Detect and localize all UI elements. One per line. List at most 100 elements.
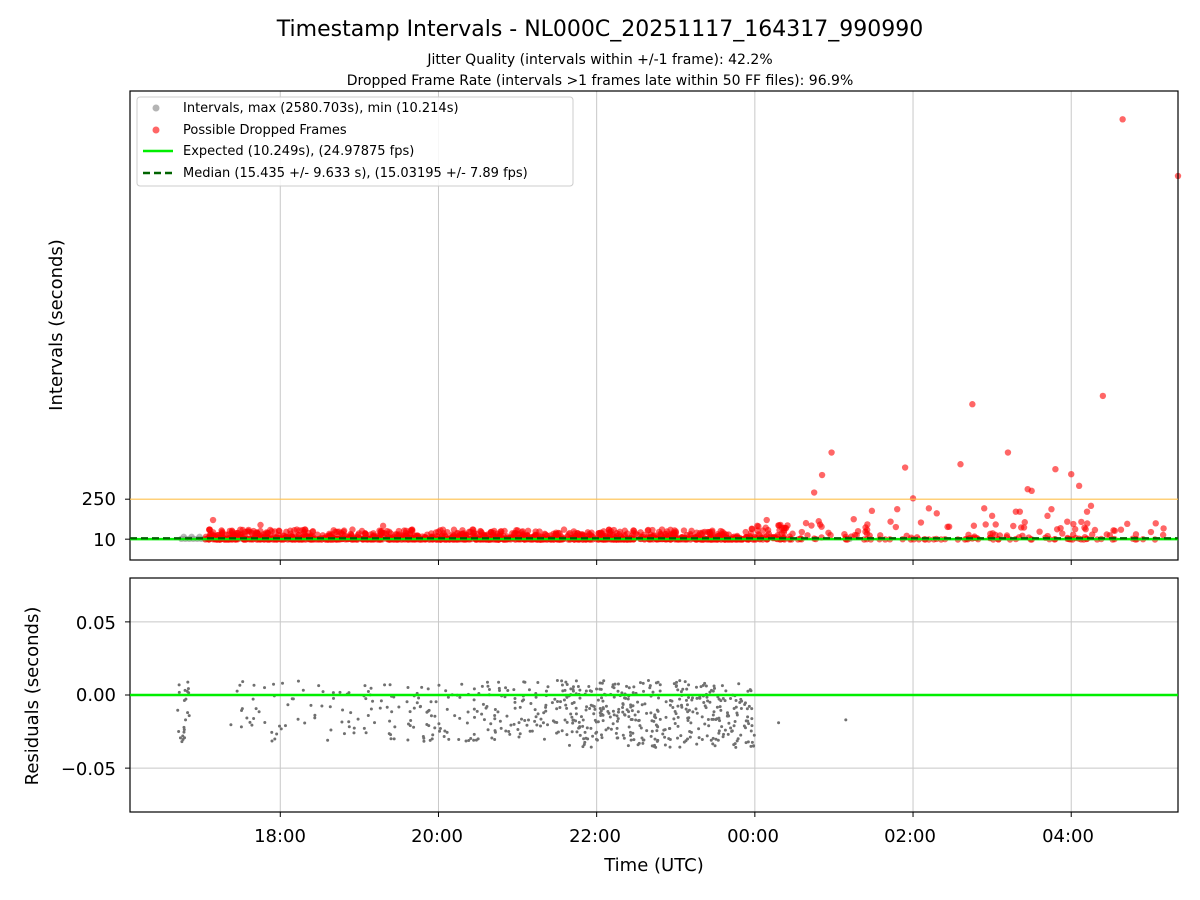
residual-point-434: [663, 728, 667, 732]
residual-point-111: [389, 737, 393, 741]
residual-point-357: [656, 738, 660, 742]
residual-point-352: [667, 727, 671, 731]
residual-point-213: [544, 709, 548, 713]
residual-point-617: [714, 737, 718, 741]
residual-point-350: [676, 736, 680, 740]
residual-point-504: [641, 738, 645, 742]
residual-point-535: [625, 708, 629, 712]
residual-point-302: [654, 716, 658, 720]
residual-point-378: [598, 707, 602, 711]
residual-point-587: [725, 711, 729, 715]
residual-point-510: [687, 716, 691, 720]
residual-point-238: [546, 685, 550, 689]
dropped-frame-point-18: [981, 505, 988, 512]
residual-point-623: [736, 737, 740, 741]
residual-point-226: [534, 715, 538, 719]
residual-point-24: [313, 716, 317, 720]
dropped-frame-point-band-1212: [759, 527, 767, 534]
residual-point-497: [667, 737, 671, 741]
residual-point-104: [426, 709, 430, 713]
residual-point-279: [590, 689, 594, 693]
dropped-frame-point-band-1155: [217, 532, 225, 539]
residual-point-58: [286, 703, 290, 707]
residual-point-513: [581, 745, 585, 749]
residual-point-403: [655, 729, 659, 733]
dropped-frame-point-27: [1048, 505, 1055, 513]
residual-point-272: [600, 696, 604, 700]
dropped-frame-point-30: [1068, 470, 1075, 478]
residual-point-395: [576, 684, 580, 688]
residual-point-388: [556, 730, 560, 734]
residual-point-331: [658, 683, 662, 687]
residual-point-650: [722, 732, 726, 736]
residual-point-229: [493, 737, 497, 741]
residual-point-615: [715, 717, 719, 721]
residual-point-66: [332, 696, 336, 700]
dropped-frame-point-band-1304: [841, 530, 848, 538]
residual-point-164: [522, 680, 526, 684]
dropped-frame-point-band-1153: [383, 527, 391, 535]
residual-point-649: [704, 684, 708, 688]
residual-point-195: [544, 689, 548, 693]
residual-point-526: [616, 689, 620, 693]
dropped-frame-point-34: [1087, 502, 1095, 510]
residual-point-86: [406, 738, 410, 742]
residual-point-568: [691, 710, 695, 714]
residual-point-23: [309, 703, 313, 707]
residual-point-287: [599, 687, 603, 691]
residual-point-386: [622, 736, 626, 740]
residual-point-40: [321, 690, 325, 694]
residual-point-602: [723, 699, 727, 703]
residual-point-373: [606, 726, 610, 730]
residual-point-484: [640, 703, 644, 707]
residual-point-647: [699, 685, 703, 689]
residual-point-637: [739, 733, 743, 737]
residual-point-438: [601, 707, 605, 711]
residual-point-635: [718, 705, 722, 709]
dropped-frame-point-25: [1036, 528, 1043, 535]
dropped-frame-point-band-1087: [398, 532, 406, 539]
residual-point-13: [177, 690, 181, 694]
residual-point-327: [678, 697, 682, 701]
residual-point-259: [637, 719, 641, 723]
residual-point-167: [469, 736, 473, 740]
residual-point-483: [676, 704, 680, 708]
residual-point-421: [612, 695, 616, 699]
dropped-frame-point-19: [988, 512, 996, 520]
residual-point-599: [726, 732, 730, 736]
residual-point-46: [273, 737, 277, 741]
dropped-frame-point-8: [862, 524, 869, 531]
dropped-frame-point-band-1322: [1003, 532, 1011, 539]
residual-point-154: [356, 717, 360, 721]
residual-point-470: [589, 745, 593, 749]
residual-point-533: [578, 688, 582, 692]
residual-point-207: [480, 684, 484, 688]
residual-point-34: [303, 721, 307, 725]
residual-point-127: [433, 726, 437, 730]
dropped-frame-point-band-1098: [693, 529, 700, 536]
residual-point-11: [182, 725, 186, 729]
dropped-frame-point-band-1352: [945, 523, 953, 530]
residual-point-53: [283, 724, 287, 728]
dropped-frame-point-band-1229: [775, 522, 783, 529]
dropped-frame-point-26: [1044, 512, 1051, 520]
residual-point-611: [733, 742, 737, 746]
residual-point-153: [364, 697, 368, 701]
residual-point-253: [520, 717, 524, 721]
residual-point-457: [637, 741, 641, 745]
residual-point-532: [556, 699, 560, 703]
x-tick-label-22-00: 22:00: [569, 826, 621, 847]
residual-point-27: [263, 686, 267, 690]
residual-point-237: [518, 705, 522, 709]
dropped-frame-point-band-1326: [789, 530, 796, 537]
residual-point-612: [735, 711, 739, 715]
residual-point-121: [444, 689, 448, 693]
residual-point-8: [177, 683, 181, 687]
residual-point-607: [721, 696, 725, 700]
residual-point-467: [563, 688, 567, 692]
residual-point-315: [664, 715, 668, 719]
dropped-frame-point-band-1368: [1059, 530, 1066, 537]
dropped-frame-point-16: [957, 461, 964, 468]
residual-point-487: [676, 715, 680, 719]
residual-point-394: [565, 682, 569, 686]
